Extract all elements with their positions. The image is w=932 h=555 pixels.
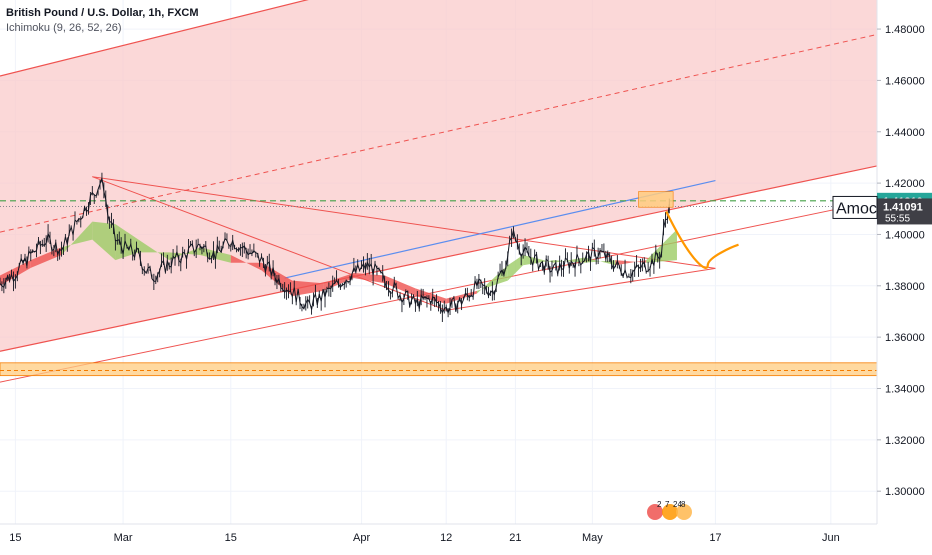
cloud-segment	[61, 221, 93, 255]
last-price-label-bg	[877, 198, 932, 225]
cloud-segment	[646, 229, 677, 263]
y-tick-label: 1.40000	[885, 229, 925, 241]
time-scale[interactable]	[0, 524, 932, 550]
x-tick-label: 15	[9, 532, 21, 544]
x-tick-label: May	[582, 532, 603, 544]
y-tick-label: 1.38000	[885, 281, 925, 293]
x-tick-label: 21	[509, 532, 521, 544]
event-count: 8	[681, 500, 686, 509]
event-dot-icon[interactable]	[662, 504, 678, 520]
target-zone[interactable]	[638, 191, 674, 208]
cloud-segment	[230, 254, 262, 271]
cloud-segment	[353, 272, 385, 284]
cloud-segment	[292, 280, 324, 297]
y-tick-label: 1.32000	[885, 435, 925, 447]
x-tick-label: Apr	[353, 532, 370, 544]
drawings[interactable]	[0, 0, 878, 383]
x-tick-label: 12	[440, 532, 452, 544]
projection-path[interactable]	[665, 210, 739, 269]
channel-upper-line[interactable]	[0, 0, 369, 77]
triangle-pattern[interactable]	[92, 176, 716, 311]
annotation-box[interactable]	[832, 195, 878, 219]
chart-legend: British Pound / U.S. Dollar, 1h, FXCM Ic…	[6, 6, 199, 36]
event-count: 2	[657, 500, 662, 509]
indicator-label[interactable]: Ichimoku (9, 26, 52, 26)	[6, 22, 122, 34]
y-tick-label: 1.34000	[885, 383, 925, 395]
symbol-title[interactable]: British Pound / U.S. Dollar, 1h, FXCM	[6, 7, 199, 19]
annotation-text[interactable]: Amoc	[836, 200, 877, 217]
cloud-segment	[615, 260, 647, 266]
channel-lower-line[interactable]	[0, 165, 878, 352]
y-tick-label: 1.30000	[885, 486, 925, 498]
price-series	[0, 172, 670, 323]
x-tick-label: 15	[225, 532, 237, 544]
y-axis: 1.48000 1.46000 1.44000 1.42000 1.40000 1.380…	[877, 24, 925, 498]
last-price-label: 1.41091	[883, 201, 923, 213]
event-flag-icon[interactable]	[647, 504, 663, 520]
y-tick-label: 1.46000	[885, 75, 925, 87]
x-tick-label: Jun	[822, 532, 840, 544]
event-dot-icon[interactable]	[676, 504, 692, 520]
channel-bottom-line[interactable]	[0, 200, 878, 383]
x-axis: 15 Mar 15 Apr 12 21 May 17 Jun	[9, 532, 839, 544]
cloud-segment	[92, 221, 116, 261]
y-tick-label: 1.36000	[885, 332, 925, 344]
candle-countdown: 55:55	[885, 213, 910, 224]
price-line	[0, 177, 670, 315]
support-zone[interactable]	[0, 362, 878, 377]
events-badge[interactable]: 2 7 24 8	[647, 500, 692, 520]
price-scale[interactable]	[877, 0, 932, 550]
y-tick-label: 1.44000	[885, 127, 925, 139]
y-tick-label: 1.48000	[885, 24, 925, 36]
cloud-segment	[200, 247, 231, 263]
channel-mid-line[interactable]	[0, 33, 878, 233]
x-tick-label: Mar	[114, 532, 133, 544]
x-tick-label: 17	[709, 532, 721, 544]
cloud-segment	[507, 254, 524, 281]
cloud-segment	[584, 257, 616, 266]
channel-fill	[0, 0, 877, 352]
event-count: 7	[665, 500, 670, 509]
y-tick-label: 1.42000	[885, 178, 925, 190]
event-count: 24	[673, 500, 682, 509]
overlays[interactable]	[638, 191, 739, 269]
